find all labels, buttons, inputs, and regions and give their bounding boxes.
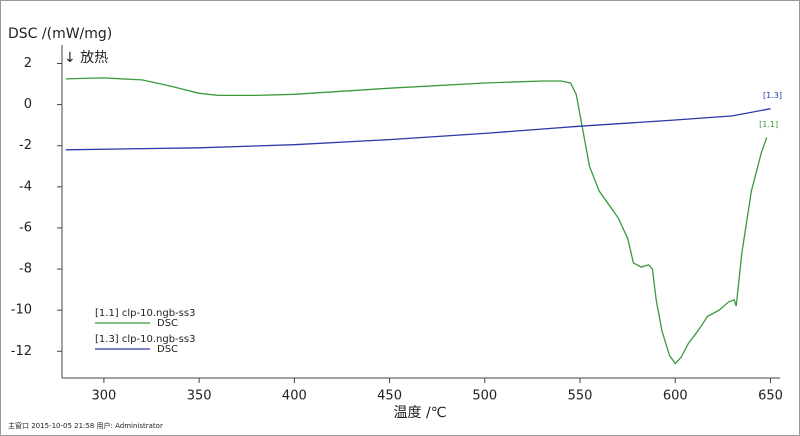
x-tick-label: 400 xyxy=(282,389,307,404)
y-tick-label: -12 xyxy=(11,344,32,359)
footer: 主窗口 2015-10-05 21:58 用户: Administrator xyxy=(8,421,163,430)
x-axis-label: 温度 /℃ xyxy=(394,405,447,421)
data-line xyxy=(65,77,768,365)
x-tick-label: 550 xyxy=(568,389,593,404)
legend-label: DSC xyxy=(157,344,178,355)
data-line xyxy=(65,108,771,151)
legend-label: DSC xyxy=(157,318,178,329)
y-tick-label: -8 xyxy=(19,262,32,277)
x-tick-label: 500 xyxy=(472,389,497,404)
legend-name: [1.3] clp-10.ngb-ss3 xyxy=(95,334,195,345)
y-tick-label: -10 xyxy=(11,303,32,318)
y-tick-label: -4 xyxy=(19,179,32,194)
y-tick-label: 2 xyxy=(24,56,32,71)
annotation: ↓ 放热 xyxy=(64,50,108,66)
x-tick-label: 450 xyxy=(377,389,402,404)
x-tick-label: 300 xyxy=(91,389,116,404)
x-tick-label: 600 xyxy=(663,389,688,404)
x-tick-label: 350 xyxy=(187,389,212,404)
end-label: [1.1] xyxy=(759,120,778,129)
end-label: [1.3] xyxy=(763,91,782,100)
y-tick-label: 0 xyxy=(24,97,32,112)
x-tick-label: 650 xyxy=(758,389,783,404)
y-axis-label: DSC /(mW/mg) xyxy=(8,26,112,42)
y-tick-label: -6 xyxy=(19,220,32,235)
y-tick-label: -2 xyxy=(19,138,32,153)
legend-name: [1.1] clp-10.ngb-ss3 xyxy=(95,308,195,319)
